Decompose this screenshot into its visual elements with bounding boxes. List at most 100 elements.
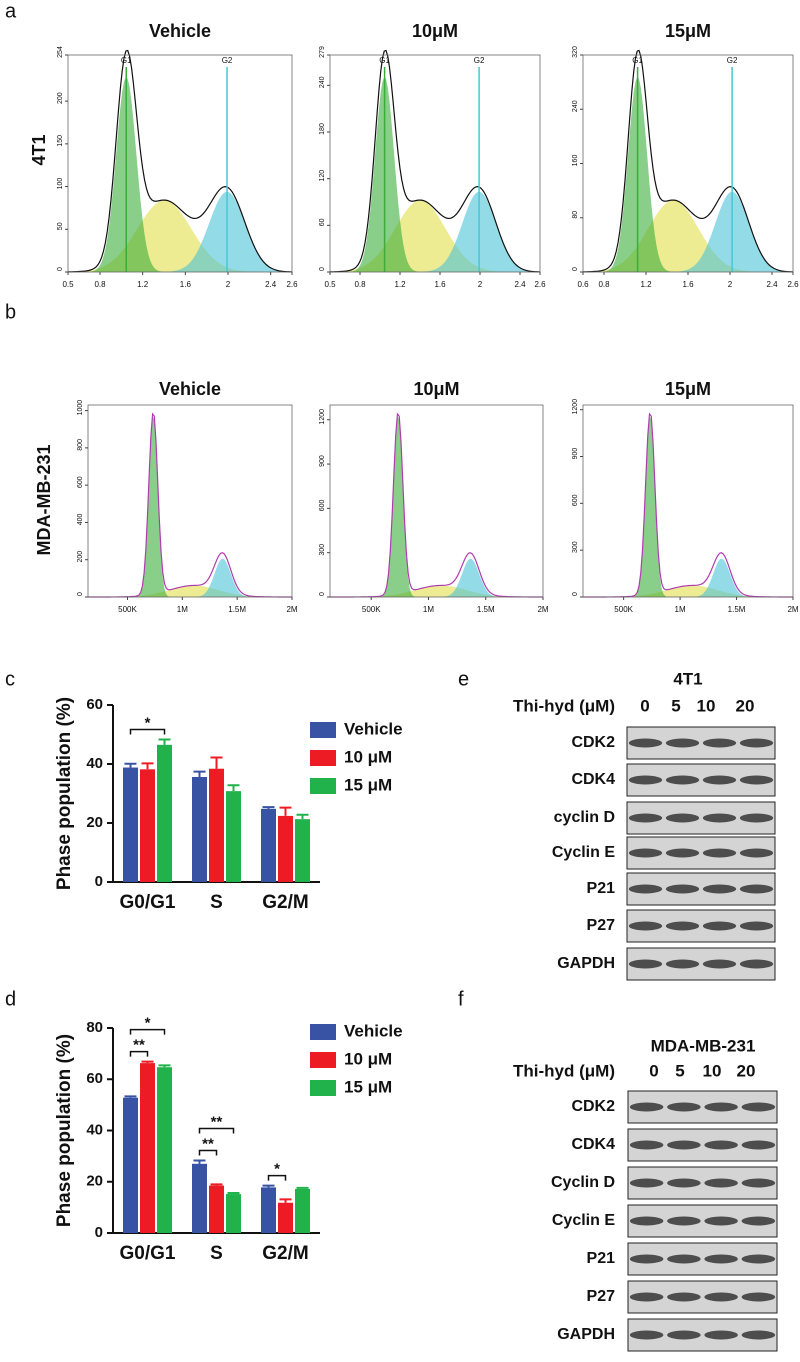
blot-band: [739, 884, 774, 894]
bar: [295, 1188, 310, 1233]
bar: [261, 808, 276, 882]
blot-band: [667, 1330, 701, 1340]
y-tick-label: 240: [572, 100, 579, 112]
panel-letter: a: [5, 0, 17, 22]
y-tick-label: 1000: [77, 400, 84, 416]
blot-band: [628, 775, 663, 785]
y-tick-label: 279: [319, 46, 326, 58]
row-label: MDA-MB-231: [34, 444, 54, 555]
legend-swatch: [310, 1080, 336, 1096]
x-tick-label: 1M: [675, 605, 686, 614]
x-tick-label: 1M: [423, 605, 434, 614]
bar: [209, 768, 224, 882]
x-tick-label: 2M: [286, 605, 297, 614]
y-tick-label: 0: [95, 873, 103, 890]
gate-label: G1: [121, 56, 132, 65]
y-tick-label: 0: [572, 267, 579, 271]
phase-fill: [88, 416, 292, 597]
x-tick-label: 2: [478, 280, 483, 289]
phase-fill: [68, 76, 292, 272]
y-tick-label: 80: [86, 1019, 103, 1036]
dose-label: 5: [671, 696, 680, 715]
plot-title: 15μM: [665, 379, 711, 399]
legend-label: Vehicle: [344, 719, 403, 738]
x-tick-label: G2/M: [262, 892, 308, 913]
bar: [157, 744, 172, 882]
phase-fill: [330, 76, 540, 272]
error-bar: [193, 770, 206, 777]
bar: [295, 819, 310, 882]
x-tick-label: G0/G1: [120, 892, 176, 913]
x-tick-label: 1.6: [682, 280, 694, 289]
y-tick-label: 600: [572, 494, 579, 506]
plot-frame: [582, 404, 794, 598]
histogram-outline: [67, 49, 293, 273]
y-tick-label: 20: [86, 1173, 103, 1190]
blot-band: [629, 1216, 664, 1226]
y-tick-label: 150: [57, 135, 64, 147]
blot-band: [628, 921, 663, 931]
blot-band: [702, 738, 737, 748]
significance-label: *: [145, 714, 151, 731]
significance-bracket: [129, 728, 166, 735]
plot-title: 10μM: [412, 21, 458, 41]
y-tick-label: 60: [86, 696, 103, 713]
phase-fill: [583, 191, 793, 272]
blot-band: [739, 848, 774, 858]
error-bar: [141, 762, 154, 770]
error-bar: [141, 1060, 154, 1064]
histogram-outline: [582, 49, 794, 273]
x-tick-label: 1M: [177, 605, 188, 614]
blot-band: [629, 1254, 664, 1264]
error-bar: [227, 784, 240, 792]
x-tick-label: 1.6: [434, 280, 446, 289]
blot-band: [665, 813, 700, 823]
error-bar: [158, 1064, 171, 1068]
blot-band: [667, 1102, 701, 1112]
error-bar: [262, 806, 275, 809]
protein-label: CDK2: [571, 734, 615, 751]
row-label: 4T1: [29, 134, 49, 165]
x-tick-label: 500K: [362, 605, 381, 614]
panel-letter: d: [5, 988, 16, 1010]
blot-band: [667, 1254, 701, 1264]
legend-label: 15 μM: [344, 1077, 392, 1096]
blot-band: [665, 775, 700, 785]
blot-band: [741, 1216, 776, 1226]
plot-frame: [87, 404, 293, 598]
y-tick-label: 60: [319, 218, 326, 226]
phase-fill: [330, 585, 543, 597]
y-tick-label: 0: [57, 267, 64, 271]
bar: [140, 769, 155, 882]
protein-label: CDK2: [571, 1098, 615, 1115]
y-tick-label: 20: [86, 814, 103, 831]
phase-fill: [88, 585, 292, 597]
bar: [157, 1067, 172, 1233]
protein-label: Cyclin D: [551, 1174, 615, 1191]
x-tick-label: 1.5M: [477, 605, 495, 614]
blot-band: [741, 1292, 776, 1302]
blot-band: [629, 1292, 664, 1302]
blot-band: [739, 775, 774, 785]
blot-band: [665, 738, 700, 748]
legend-label: 10 μM: [344, 1049, 392, 1068]
protein-label: P21: [587, 880, 616, 897]
bar: [192, 1163, 207, 1233]
blot-band: [739, 738, 774, 748]
y-tick-label: 160: [572, 155, 579, 167]
blot-band: [629, 1330, 664, 1340]
x-tick-label: 2: [728, 280, 733, 289]
panel-letter: c: [5, 668, 15, 690]
y-tick-label: 180: [319, 123, 326, 135]
y-tick-label: 600: [319, 499, 326, 511]
y-tick-label: 80: [572, 211, 579, 219]
dose-label: 0: [649, 1061, 658, 1080]
blot-band: [665, 921, 700, 931]
error-bar: [279, 806, 292, 816]
blot-band: [667, 1216, 701, 1226]
y-tick-label: 600: [77, 476, 84, 488]
y-tick-label: 0: [77, 592, 84, 596]
blot-band: [702, 813, 737, 823]
blot-band: [741, 1254, 776, 1264]
y-tick-label: 400: [77, 513, 84, 525]
